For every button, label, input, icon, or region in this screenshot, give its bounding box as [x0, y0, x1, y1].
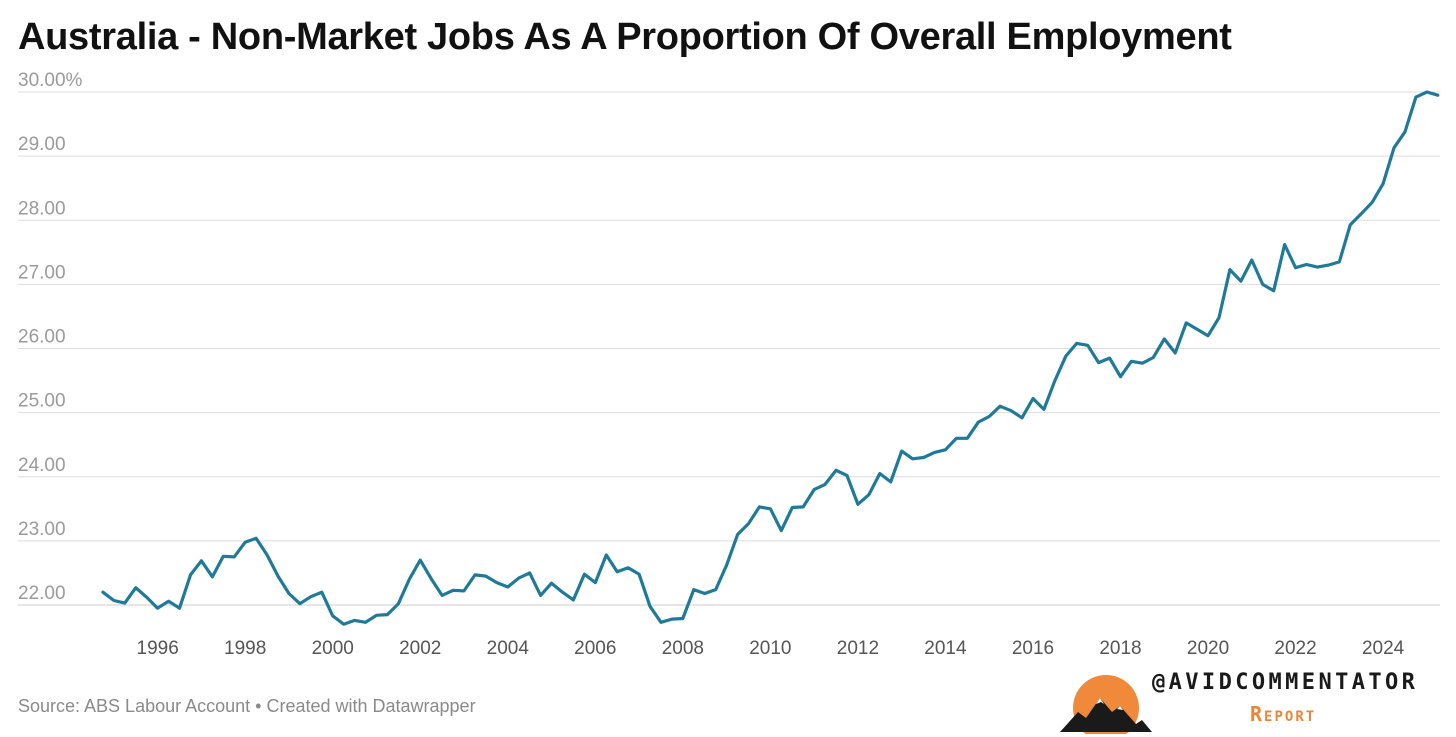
y-tick-label: 29.00 — [18, 134, 66, 155]
y-tick-label: 28.00 — [18, 198, 66, 219]
sun-mountains-logo-icon — [1060, 675, 1152, 734]
y-tick-label: 30.00% — [18, 70, 83, 91]
line-chart: 30.00% 29.00 28.00 27.00 26.00 25.00 24.00 23.0… — [18, 70, 1440, 659]
x-tick-label: 2024 — [1362, 638, 1405, 659]
data-points — [103, 92, 1438, 624]
y-tick-label: 26.00 — [18, 327, 66, 348]
source-footer: Source: ABS Labour Account • Created wit… — [18, 696, 476, 716]
x-tick-label: 2018 — [1099, 638, 1141, 659]
gridlines — [18, 91, 1440, 606]
y-tick-label: 22.00 — [18, 583, 66, 604]
x-tick-label: 1996 — [137, 638, 179, 659]
y-tick-label: 24.00 — [18, 455, 66, 476]
x-tick-label: 2014 — [924, 638, 967, 659]
y-axis-labels: 30.00% 29.00 28.00 27.00 26.00 25.00 24.00 23.0… — [18, 70, 83, 604]
x-tick-label: 2016 — [1012, 638, 1054, 659]
brand-subtitle: Report — [1250, 702, 1317, 726]
x-tick-label: 2012 — [837, 638, 879, 659]
x-tick-label: 2002 — [399, 638, 441, 659]
x-tick-label: 2000 — [312, 638, 354, 659]
chart-title: Australia - Non-Market Jobs As A Proport… — [18, 16, 1232, 58]
x-tick-label: 2022 — [1274, 638, 1316, 659]
y-tick-label: 23.00 — [18, 519, 66, 540]
x-tick-label: 2010 — [749, 638, 791, 659]
y-tick-label: 27.00 — [18, 262, 66, 283]
brand-badge: @AVIDCOMMENTATOR Report — [1060, 668, 1450, 734]
x-tick-label: 2008 — [662, 638, 704, 659]
x-tick-label: 2020 — [1187, 638, 1229, 659]
x-tick-label: 2004 — [487, 638, 530, 659]
x-tick-label: 1998 — [224, 638, 266, 659]
x-axis-labels: 1996 1998 2000 2002 2004 2006 2008 2010 2012 2014… — [137, 638, 1405, 659]
series-line — [101, 90, 1440, 626]
x-tick-label: 2006 — [574, 638, 616, 659]
brand-handle: @AVIDCOMMENTATOR — [1152, 670, 1419, 695]
y-tick-label: 25.00 — [18, 391, 66, 412]
